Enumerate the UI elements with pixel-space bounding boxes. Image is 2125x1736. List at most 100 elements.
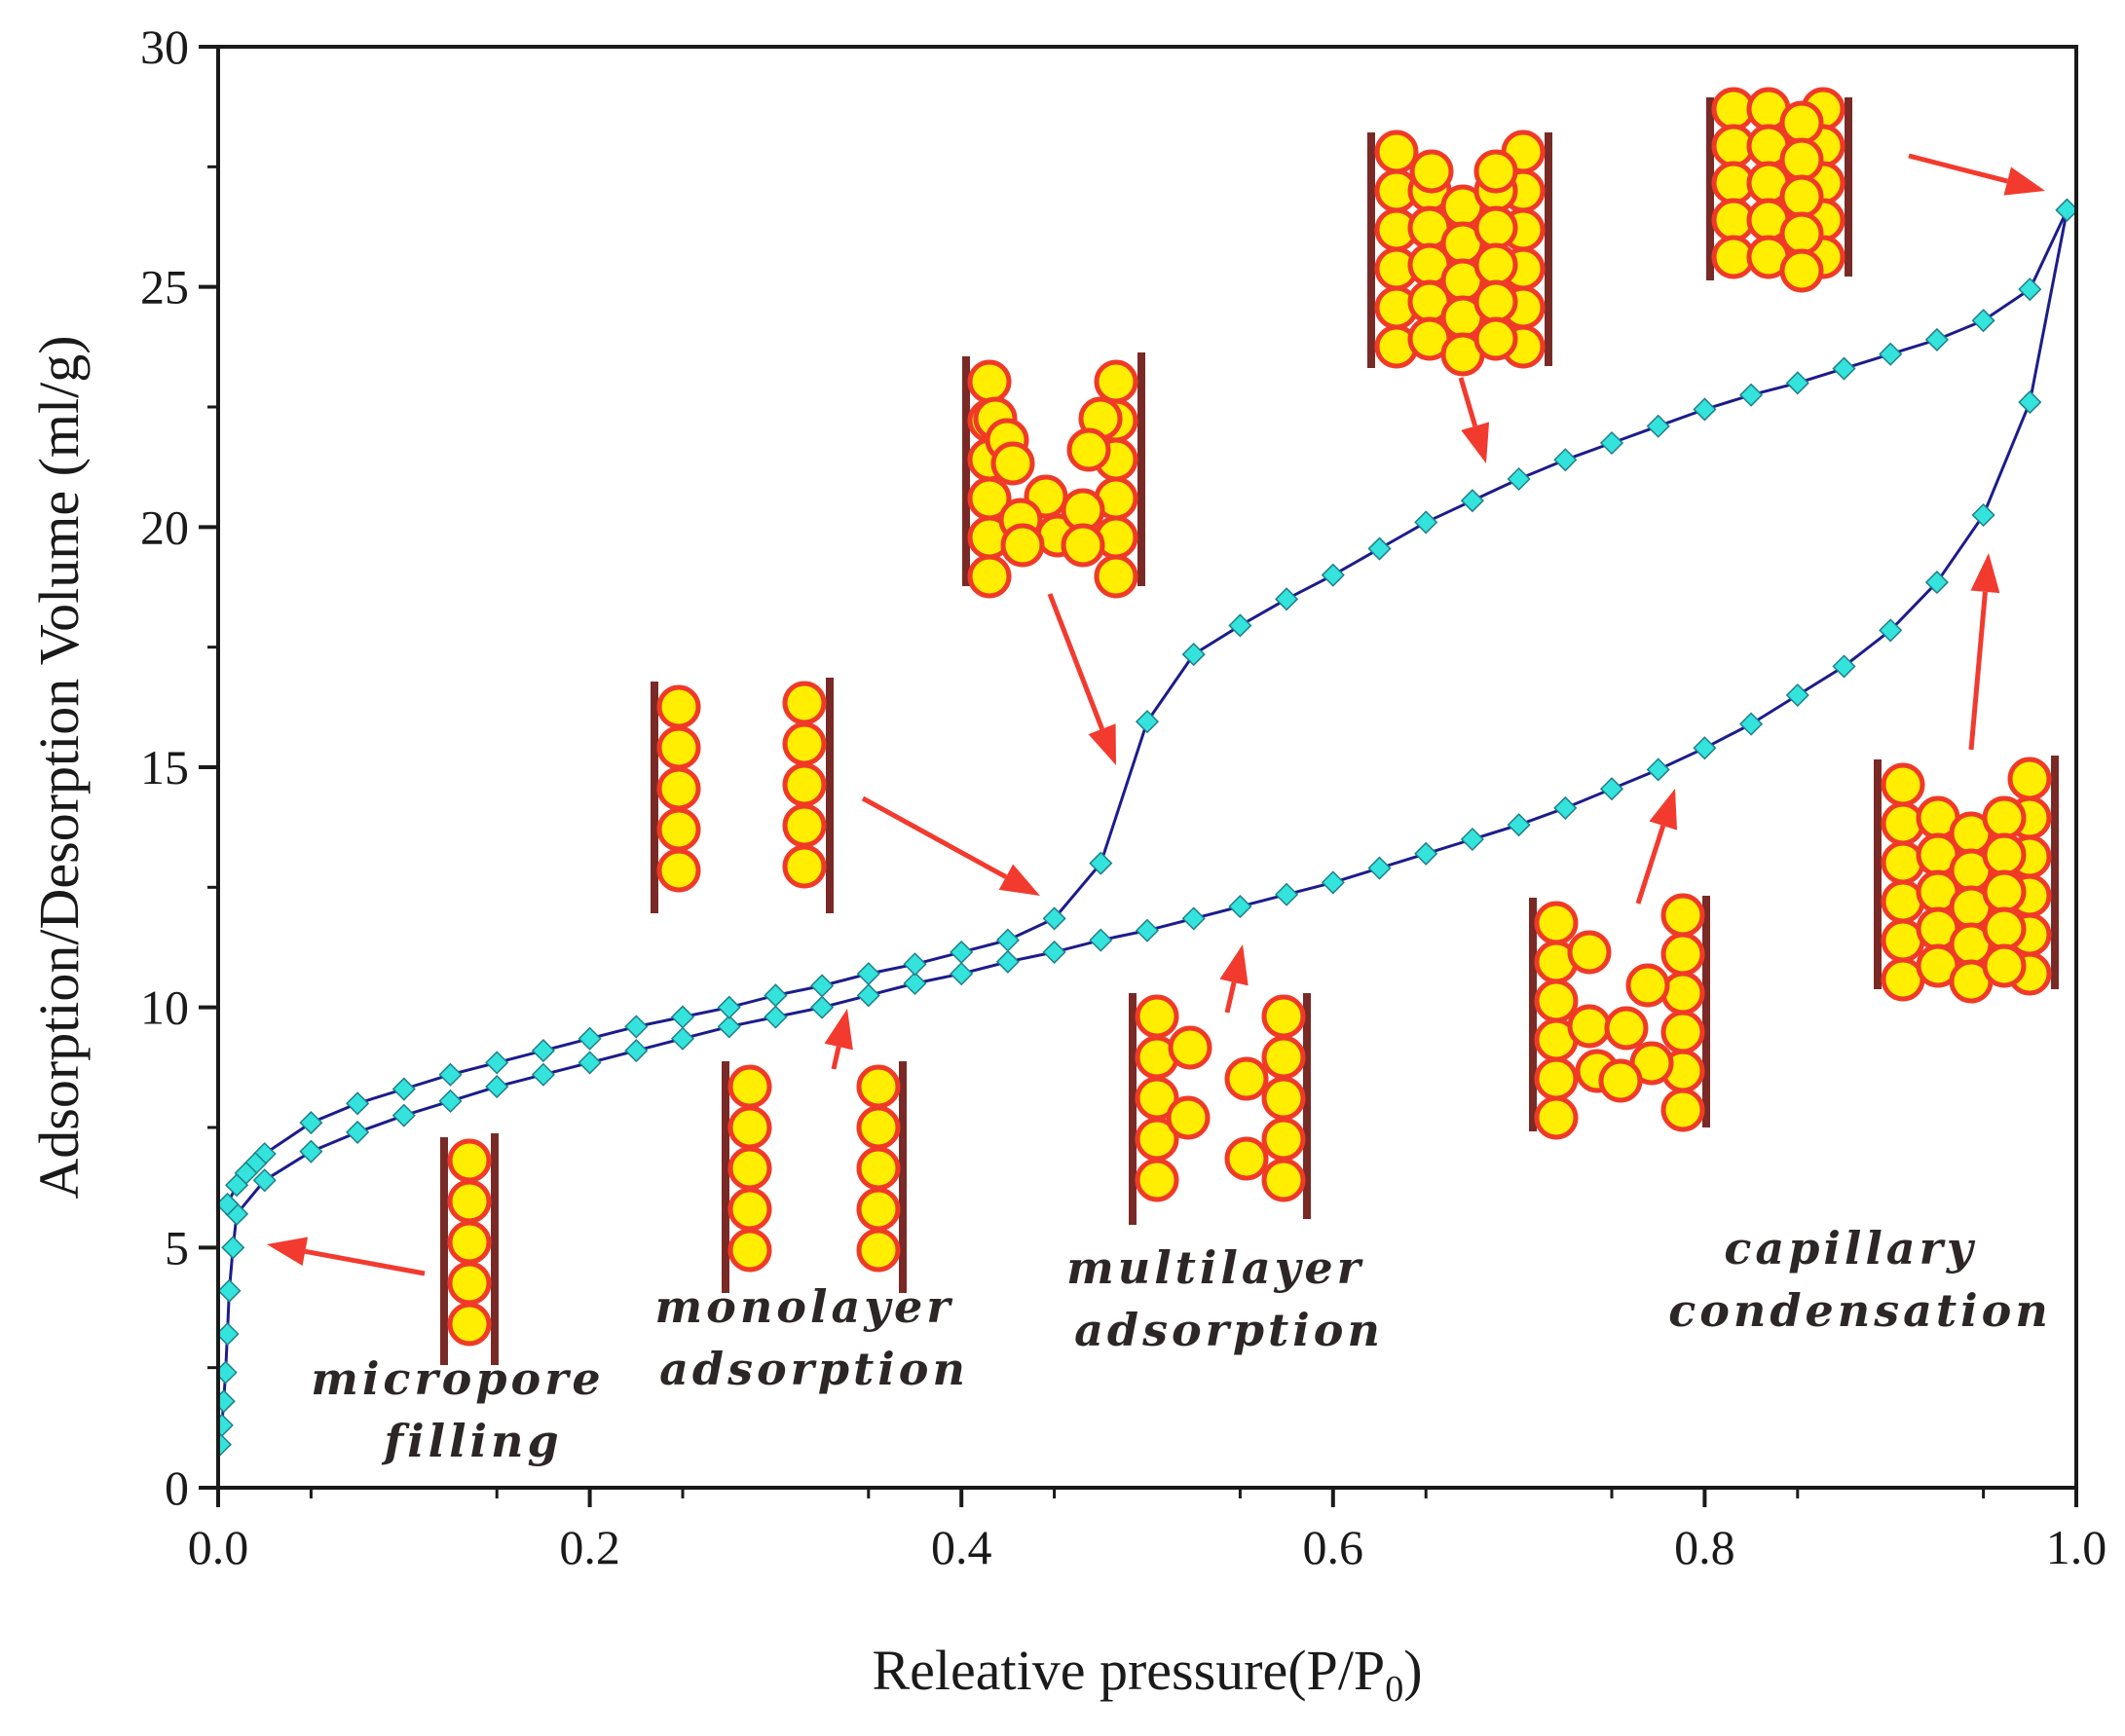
- arrow-head: [1970, 553, 2000, 594]
- data-point: [717, 995, 741, 1019]
- data-point: [995, 949, 1020, 974]
- molecule: [1224, 1136, 1269, 1181]
- data-point: [2055, 198, 2076, 222]
- x-axis-title-subscript: 0: [1385, 1669, 1403, 1710]
- data-point: [1553, 795, 1578, 820]
- y-tick-label: 15: [140, 740, 189, 794]
- molecule: [1473, 205, 1518, 250]
- monolayer-schematic-lower: [722, 1061, 907, 1293]
- pore-wall: [440, 1137, 448, 1365]
- data-point: [1414, 841, 1438, 866]
- data-point: [1042, 940, 1066, 964]
- molecule: [856, 1187, 901, 1232]
- data-point: [1275, 587, 1299, 611]
- molecule: [727, 1187, 772, 1232]
- molecule: [447, 1302, 492, 1347]
- data-point: [1228, 895, 1252, 919]
- molecule: [1261, 1076, 1306, 1121]
- y-tick-label: 30: [140, 19, 189, 74]
- data-point: [1739, 383, 1764, 407]
- molecule: [856, 1228, 901, 1273]
- molecule: [1982, 869, 2027, 914]
- micropore-schematic: [440, 1133, 499, 1365]
- molecule: [727, 1064, 772, 1109]
- molecule: [782, 803, 827, 848]
- molecule: [782, 721, 827, 766]
- data-point: [1042, 906, 1066, 931]
- arrow-micropore: [267, 1237, 426, 1276]
- arrow-shaft: [831, 1046, 841, 1070]
- data-point: [1832, 654, 1856, 679]
- pore-wall: [2051, 756, 2059, 989]
- pore-wall: [962, 356, 970, 586]
- molecule: [1567, 1004, 1612, 1049]
- data-point: [903, 971, 927, 996]
- desorption-schematic-middle: [1367, 129, 1552, 377]
- arrow-head: [824, 1009, 853, 1051]
- arrow-shaft: [861, 795, 1008, 879]
- data-point: [1924, 327, 1949, 351]
- data-point: [1321, 870, 1345, 895]
- annotation-monolayer: monolayer adsorption: [654, 1280, 973, 1395]
- pore-wall: [1874, 759, 1882, 989]
- pore-wall: [1706, 97, 1714, 280]
- molecule: [447, 1261, 492, 1306]
- molecule: [1598, 1058, 1643, 1103]
- molecule: [656, 725, 701, 770]
- data-point: [438, 1089, 463, 1113]
- series-desorption: [218, 198, 2076, 1216]
- arrow-head: [1219, 944, 1249, 986]
- data-point: [1414, 510, 1438, 535]
- arrow-partial: [1635, 789, 1678, 905]
- molecule: [447, 1179, 492, 1224]
- data-point: [2018, 277, 2042, 302]
- annotation-multilayer-line2: adsorption: [1074, 1304, 1384, 1356]
- molecule: [1000, 523, 1045, 568]
- x-axis-title: Releative pressure(P/P0): [872, 1639, 1422, 1710]
- series-layer: [218, 198, 2076, 1457]
- arrow-full: [1968, 553, 2000, 751]
- y-tick-label: 20: [140, 499, 189, 554]
- data-point: [1646, 414, 1670, 438]
- molecule: [1094, 554, 1138, 599]
- pore-wall: [651, 682, 658, 913]
- arrow-head: [267, 1237, 309, 1267]
- arrow-desorption-middle: [1458, 377, 1490, 463]
- data-point: [299, 1111, 323, 1135]
- molecule: [1135, 1158, 1179, 1202]
- data-point: [856, 962, 880, 986]
- molecule: [856, 1146, 901, 1191]
- pore-wall: [491, 1133, 499, 1365]
- y-tick-label: 10: [140, 980, 189, 1035]
- data-point: [391, 1103, 416, 1127]
- molecule: [782, 762, 827, 807]
- arrow-shaft: [1635, 825, 1666, 905]
- data-point: [1879, 618, 1903, 643]
- molecule: [656, 848, 701, 893]
- pore-wall: [1529, 898, 1537, 1131]
- y-tick-label: 0: [165, 1460, 189, 1515]
- data-point: [1275, 882, 1299, 906]
- data-point: [670, 1005, 695, 1029]
- data-point: [1553, 448, 1578, 472]
- arrow-shaft: [1047, 593, 1104, 730]
- arrow-monolayer: [824, 1009, 853, 1070]
- molecule: [1166, 1095, 1211, 1140]
- molecule: [1066, 427, 1111, 472]
- annotation-multilayer-line1: multilayer: [1066, 1241, 1364, 1294]
- molecule: [1473, 149, 1518, 194]
- annotation-monolayer-line1: monolayer: [654, 1280, 953, 1333]
- axis-ticks: [199, 45, 2078, 1507]
- data-point: [1135, 710, 1160, 734]
- data-point: [1367, 536, 1392, 561]
- molecule: [1261, 1158, 1306, 1202]
- data-point: [485, 1075, 509, 1099]
- data-point: [624, 1015, 649, 1039]
- data-point: [1460, 827, 1484, 852]
- x-tick-label: 0.4: [931, 1520, 992, 1574]
- molecule: [1224, 1056, 1269, 1101]
- data-point: [764, 983, 788, 1008]
- data-point: [531, 1062, 555, 1087]
- arrow-head: [998, 864, 1040, 896]
- data-point: [218, 1413, 234, 1437]
